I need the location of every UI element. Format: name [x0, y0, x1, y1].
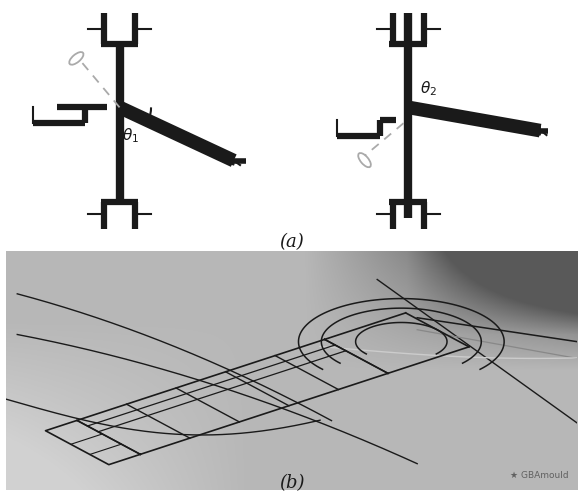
Polygon shape: [408, 103, 540, 135]
Text: ★ GBAmould: ★ GBAmould: [510, 472, 568, 480]
Text: $\theta_1$: $\theta_1$: [122, 126, 139, 145]
Text: (b): (b): [279, 474, 304, 492]
Polygon shape: [120, 103, 234, 165]
Ellipse shape: [358, 153, 371, 167]
Ellipse shape: [69, 52, 83, 64]
Text: $\theta_2$: $\theta_2$: [420, 79, 437, 98]
Text: (a): (a): [279, 233, 304, 251]
